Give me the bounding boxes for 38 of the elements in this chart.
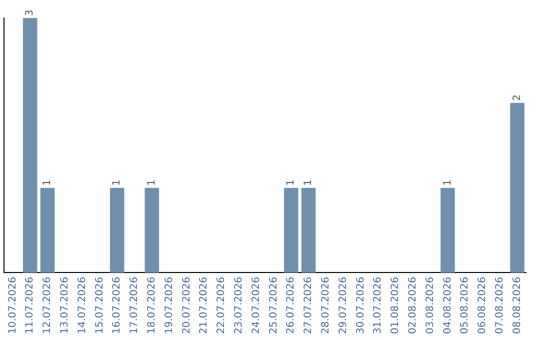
x-tick-label: 19.07.2026 (164, 276, 175, 334)
x-tick-label: 03.08.2026 (424, 276, 436, 334)
x-tick-label: 24.07.2026 (250, 276, 262, 334)
x-tick-label: 11.07.2026 (24, 276, 36, 334)
x-tick-label: 21.07.2026 (198, 276, 210, 334)
data-label: 2 (512, 94, 523, 101)
x-tick-label: 23.07.2026 (233, 276, 244, 334)
x-tick-label: 26.07.2026 (286, 276, 297, 334)
data-label: 1 (42, 179, 54, 186)
x-tick-label: 02.08.2026 (407, 276, 418, 334)
data-label: 1 (286, 179, 297, 186)
x-tick-label: 16.07.2026 (112, 276, 123, 334)
data-label: 1 (303, 179, 314, 186)
x-tick-label: 18.07.2026 (146, 276, 158, 334)
x-tick-label: 01.08.2026 (390, 276, 402, 334)
x-tick-label: 30.07.2026 (355, 276, 366, 334)
x-tick-label: 25.07.2026 (268, 276, 280, 334)
data-label: 1 (442, 179, 454, 186)
data-label: 3 (24, 10, 36, 16)
data-label: 1 (112, 179, 123, 186)
x-tick-label: 13.07.2026 (59, 276, 70, 334)
x-tick-label: 28.07.2026 (320, 276, 332, 334)
x-tick-label: 31.07.2026 (372, 276, 384, 334)
x-tick-label: 12.07.2026 (42, 276, 54, 334)
x-tick-label: 17.07.2026 (129, 276, 140, 334)
x-tick-label: 06.08.2026 (477, 276, 488, 334)
x-tick-label: 04.08.2026 (442, 276, 454, 334)
x-tick-label: 22.07.2026 (216, 276, 228, 334)
x-tick-label: 20.07.2026 (181, 276, 192, 334)
x-tick-label: 08.08.2026 (512, 276, 523, 334)
x-tick-label: 29.07.2026 (338, 276, 349, 334)
x-tick-label: 05.08.2026 (460, 276, 471, 334)
x-tick-label: 07.08.2026 (494, 276, 506, 334)
x-tick-label: 15.07.2026 (94, 276, 106, 334)
x-tick-label: 14.07.2026 (76, 276, 88, 334)
x-tick-label: 27.07.2026 (303, 276, 314, 334)
x-tick-label: 10.07.2026 (7, 276, 18, 334)
data-label: 1 (146, 179, 158, 186)
